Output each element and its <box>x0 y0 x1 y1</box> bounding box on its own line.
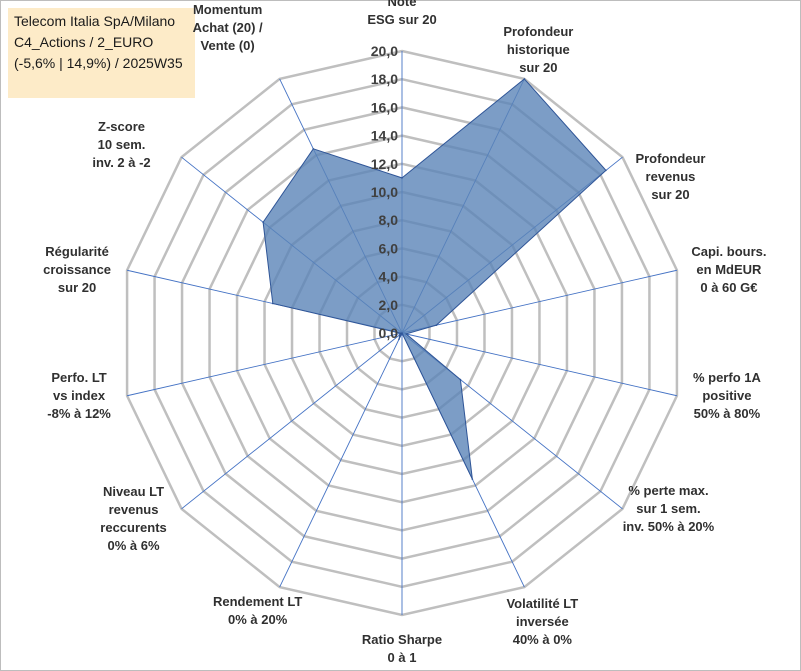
series-point <box>399 332 402 335</box>
tick-label: 16,0 <box>371 99 398 115</box>
series-point <box>398 338 400 341</box>
title-line-range: (-5,6% | 14,9%) / 2025W35 <box>14 55 183 71</box>
tick-label: 14,0 <box>371 128 398 144</box>
axis-label: Profondeur revenus sur 20 <box>635 151 705 202</box>
tick-label: 4,0 <box>379 269 399 285</box>
series-point <box>271 302 274 305</box>
axis-label: Volatilité LT inversée 40% à 0% <box>506 596 578 647</box>
tick-label: 6,0 <box>379 240 399 256</box>
series-point <box>471 478 474 480</box>
tick-label: 2,0 <box>379 297 399 313</box>
series-point <box>398 333 401 336</box>
axis-label: Rendement LT 0% à 20% <box>213 594 302 627</box>
axis-spoke <box>279 332 403 588</box>
title-line-company: Telecom Italia SpA/Milano <box>14 13 176 29</box>
series-point <box>523 78 526 80</box>
axis-label: Capi. bours. en MdEUR 0 à 60 G€ <box>691 244 766 295</box>
axis-label: Perfo. LT vs index -8% à 12% <box>47 370 111 421</box>
series-point <box>401 332 403 334</box>
series-point <box>605 169 607 172</box>
axis-spoke <box>401 332 678 397</box>
tick-label: 0,0 <box>379 325 399 341</box>
radar-tick-labels: 0,0 2,0 4,0 6,0 8,0 10,0 12,0 14,0 16,0 18,0 20,0 <box>371 43 398 341</box>
tick-label: 18,0 <box>371 71 398 87</box>
axis-label: % perte max. sur 1 sem. inv. 50% à 20% <box>623 483 715 534</box>
chart-title-box: Telecom Italia SpA/Milano C4_Actions / 2… <box>8 8 195 98</box>
axis-label: Ratio Sharpe 0 à 1 <box>362 632 442 665</box>
axis-label: Z-score 10 sem. inv. 2 à -2 <box>92 119 150 170</box>
series-point <box>459 378 462 381</box>
radar-series <box>262 78 607 480</box>
tick-label: 12,0 <box>371 156 398 172</box>
radar-axis-labels: Note ESG sur 20 Profondeur historique sur 20… <box>43 0 766 665</box>
tick-label: 8,0 <box>379 212 399 228</box>
tick-label: 20,0 <box>371 43 398 59</box>
axis-label: Momentum Achat (20) / Vente (0) <box>193 2 263 53</box>
axis-spoke <box>401 269 678 334</box>
tick-label: 10,0 <box>371 184 398 200</box>
axis-spoke <box>126 332 403 397</box>
axis-label: Niveau LT revenus reccurents 0% à 6% <box>100 484 166 553</box>
series-point <box>435 324 438 326</box>
series-point <box>401 177 403 179</box>
axis-label: Régularité croissance sur 20 <box>43 244 111 295</box>
title-line-category: C4_Actions / 2_EURO <box>14 34 154 50</box>
series-point <box>405 333 407 335</box>
axis-label: Profondeur historique sur 20 <box>503 24 573 75</box>
series-point <box>262 221 264 224</box>
axis-spoke <box>181 332 403 510</box>
series-point <box>312 147 315 150</box>
series-area <box>262 78 607 480</box>
axis-label: % perfo 1A positive 50% à 80% <box>693 370 762 421</box>
axis-label: Note ESG sur 20 <box>367 0 436 27</box>
